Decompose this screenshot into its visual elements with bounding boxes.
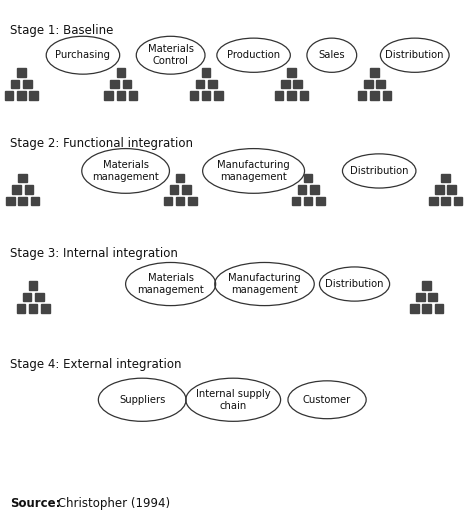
Text: Distribution: Distribution bbox=[385, 50, 444, 60]
Bar bbox=[12, 185, 21, 194]
Text: Internal supply
chain: Internal supply chain bbox=[196, 389, 271, 411]
Text: Suppliers: Suppliers bbox=[119, 394, 165, 405]
Bar bbox=[428, 293, 437, 301]
Text: Source:: Source: bbox=[10, 497, 61, 510]
Bar bbox=[293, 80, 302, 88]
Bar bbox=[31, 197, 39, 205]
Bar bbox=[29, 92, 38, 100]
Text: Stage 2: Functional integration: Stage 2: Functional integration bbox=[10, 137, 193, 150]
Bar bbox=[18, 197, 27, 205]
Bar bbox=[188, 197, 197, 205]
Text: Materials
management: Materials management bbox=[137, 273, 204, 295]
Bar bbox=[383, 92, 391, 100]
Bar bbox=[435, 185, 444, 194]
Bar bbox=[196, 80, 204, 88]
Bar bbox=[214, 92, 223, 100]
Text: Stage 1: Baseline: Stage 1: Baseline bbox=[10, 24, 114, 37]
Bar bbox=[170, 185, 178, 194]
Text: Customer: Customer bbox=[303, 394, 351, 405]
Bar bbox=[410, 305, 419, 313]
Bar bbox=[287, 92, 296, 100]
Bar bbox=[281, 80, 290, 88]
Bar bbox=[104, 92, 113, 100]
Bar bbox=[422, 281, 431, 290]
Bar bbox=[370, 92, 379, 100]
Text: Manufacturing
management: Manufacturing management bbox=[217, 160, 290, 182]
Bar bbox=[202, 92, 210, 100]
Bar bbox=[41, 305, 50, 313]
Bar bbox=[5, 92, 13, 100]
Bar bbox=[275, 92, 283, 100]
Bar bbox=[176, 174, 184, 182]
Bar bbox=[18, 174, 27, 182]
Text: Production: Production bbox=[227, 50, 280, 60]
Bar bbox=[364, 80, 373, 88]
Bar bbox=[435, 305, 443, 313]
Bar bbox=[298, 185, 306, 194]
Bar bbox=[17, 68, 26, 77]
Bar bbox=[29, 281, 37, 290]
Bar bbox=[35, 293, 44, 301]
Bar bbox=[23, 80, 32, 88]
Bar bbox=[454, 197, 462, 205]
Bar bbox=[117, 92, 125, 100]
Bar bbox=[370, 68, 379, 77]
Bar bbox=[358, 92, 366, 100]
Text: Stage 4: External integration: Stage 4: External integration bbox=[10, 358, 182, 371]
Bar bbox=[316, 197, 325, 205]
Text: Manufacturing
management: Manufacturing management bbox=[228, 273, 301, 295]
Text: Stage 3: Internal integration: Stage 3: Internal integration bbox=[10, 247, 178, 260]
Bar bbox=[287, 68, 296, 77]
Text: Materials
Control: Materials Control bbox=[147, 44, 194, 66]
Text: Materials
management: Materials management bbox=[92, 160, 159, 182]
Bar bbox=[23, 293, 31, 301]
Bar bbox=[129, 92, 137, 100]
Bar bbox=[300, 92, 308, 100]
Bar bbox=[310, 185, 319, 194]
Text: Distribution: Distribution bbox=[350, 166, 409, 176]
Text: Christopher (1994): Christopher (1994) bbox=[54, 497, 170, 510]
Bar bbox=[25, 185, 33, 194]
Bar bbox=[182, 185, 191, 194]
Bar bbox=[190, 92, 198, 100]
Bar bbox=[117, 68, 125, 77]
Bar bbox=[11, 80, 19, 88]
Bar bbox=[376, 80, 385, 88]
Text: Distribution: Distribution bbox=[325, 279, 384, 289]
Text: Sales: Sales bbox=[319, 50, 345, 60]
Bar bbox=[164, 197, 172, 205]
Bar bbox=[441, 174, 450, 182]
Bar bbox=[416, 293, 425, 301]
Bar bbox=[208, 80, 217, 88]
Bar bbox=[422, 305, 431, 313]
Bar bbox=[292, 197, 300, 205]
Bar bbox=[123, 80, 131, 88]
Bar bbox=[429, 197, 438, 205]
Bar bbox=[447, 185, 456, 194]
Bar bbox=[110, 80, 119, 88]
Bar bbox=[441, 197, 450, 205]
Bar bbox=[17, 92, 26, 100]
Bar bbox=[17, 305, 25, 313]
Bar bbox=[304, 174, 312, 182]
Bar bbox=[304, 197, 312, 205]
Bar bbox=[6, 197, 15, 205]
Bar bbox=[29, 305, 37, 313]
Text: Purchasing: Purchasing bbox=[55, 50, 110, 60]
Bar bbox=[176, 197, 184, 205]
Bar bbox=[202, 68, 210, 77]
